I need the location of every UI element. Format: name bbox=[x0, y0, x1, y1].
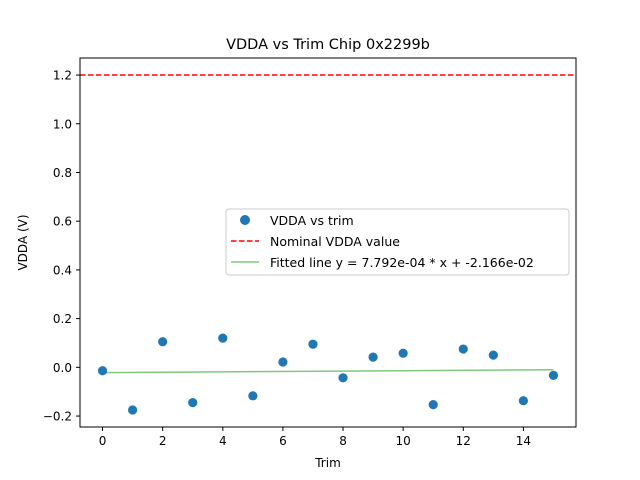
legend-box bbox=[225, 208, 570, 276]
data-point bbox=[308, 339, 318, 349]
y-tick-label: −0.2 bbox=[43, 410, 72, 424]
marks-layer bbox=[80, 74, 576, 415]
data-point bbox=[278, 357, 288, 367]
data-point bbox=[398, 348, 408, 358]
fitted-line bbox=[102, 369, 554, 374]
x-tick-label: 4 bbox=[219, 434, 227, 448]
data-point bbox=[188, 398, 198, 408]
plot-frame bbox=[79, 57, 577, 428]
y-tick-label: 0.2 bbox=[53, 312, 72, 326]
y-tick-label: 0.6 bbox=[53, 215, 72, 229]
data-point bbox=[368, 352, 378, 362]
x-tick-label: 2 bbox=[159, 434, 167, 448]
x-tick-label: 12 bbox=[456, 434, 471, 448]
y-axis: −0.2 0.0 0.2 0.4 0.6 0.8 1.0 1.2 bbox=[43, 69, 80, 424]
data-point bbox=[428, 399, 438, 410]
data-point bbox=[158, 337, 168, 347]
legend-label-nominal: Nominal VDDA value bbox=[270, 234, 400, 249]
data-point bbox=[488, 350, 498, 360]
legend-label-fit: Fitted line y = 7.792e-04 * x + -2.166e-… bbox=[270, 255, 534, 270]
legend-label-scatter: VDDA vs trim bbox=[270, 213, 354, 228]
legend: VDDA vs trim Nominal VDDA value Fitted l… bbox=[225, 208, 570, 276]
x-axis-title: Trim bbox=[314, 456, 341, 470]
chart-title: VDDA vs Trim Chip 0x2299b bbox=[226, 37, 430, 53]
y-tick-label: 0.8 bbox=[53, 166, 72, 180]
data-point bbox=[218, 333, 228, 343]
x-tick-label: 8 bbox=[339, 434, 347, 448]
y-tick-label: 1.2 bbox=[53, 69, 72, 83]
y-axis-title: VDDA (V) bbox=[16, 214, 30, 270]
x-tick-label: 10 bbox=[396, 434, 411, 448]
data-point bbox=[518, 396, 528, 406]
data-point bbox=[458, 344, 468, 354]
data-point bbox=[97, 366, 108, 376]
y-tick-label: 0.4 bbox=[53, 263, 72, 277]
y-tick-label: 0.0 bbox=[53, 361, 72, 375]
x-tick-label: 0 bbox=[99, 434, 107, 448]
x-axis: 0 2 4 6 8 10 12 14 bbox=[99, 427, 531, 448]
data-point bbox=[338, 373, 348, 383]
legend-marker-scatter bbox=[240, 215, 250, 225]
data-point bbox=[548, 370, 559, 380]
x-tick-label: 6 bbox=[279, 434, 287, 448]
data-point bbox=[248, 391, 258, 401]
y-tick-label: 1.0 bbox=[53, 117, 72, 131]
x-tick-label: 14 bbox=[516, 434, 531, 448]
data-point bbox=[128, 405, 138, 415]
